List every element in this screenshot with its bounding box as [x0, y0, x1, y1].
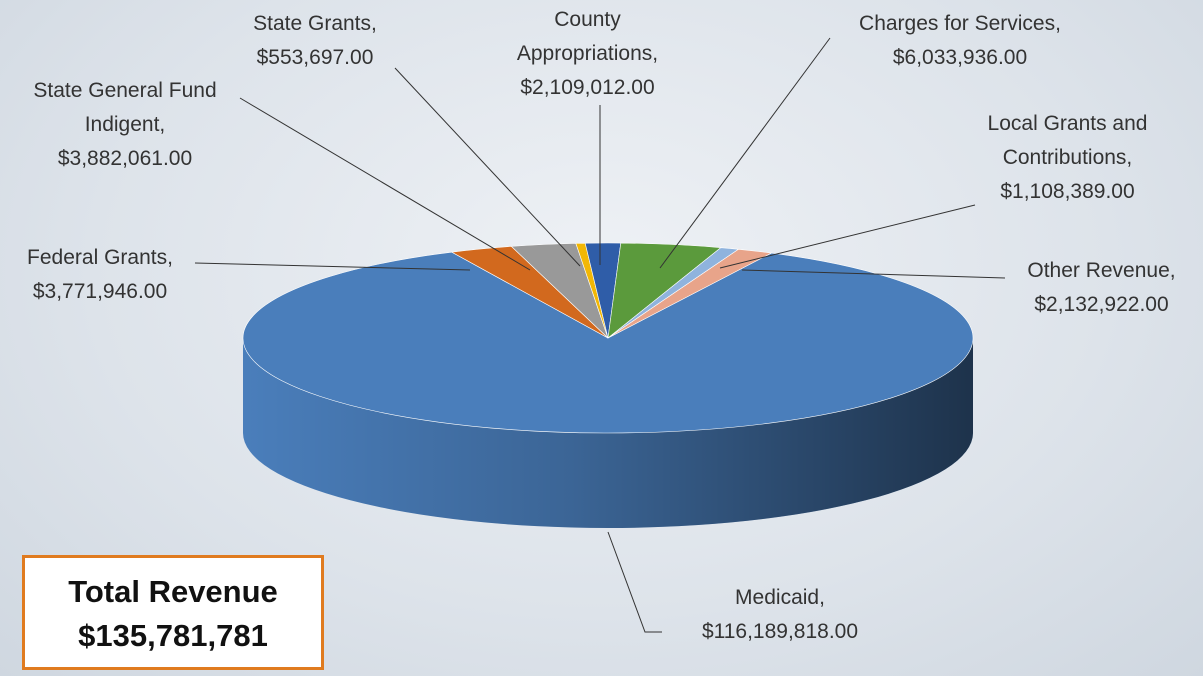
slice-name: County Appropriations,	[516, 8, 659, 65]
slice-label: State Grants, $553,697.00	[225, 7, 405, 75]
slice-value: $3,771,946.00	[32, 280, 168, 303]
slice-value: $2,132,922.00	[1034, 293, 1169, 316]
leader-line	[194, 262, 471, 271]
slice-name: Federal Grants,	[27, 246, 173, 269]
slice-label: Federal Grants, $3,771,946.00	[0, 241, 200, 309]
slice-label: Local Grants and Contributions, $1,108,38…	[955, 107, 1180, 209]
slice-label: County Appropriations, $2,109,012.00	[490, 3, 685, 105]
slice-label: State General Fund Indigent, $3,882,061.0…	[0, 74, 250, 176]
slice-name: State Grants,	[253, 12, 377, 35]
slice-value: $553,697.00	[256, 46, 374, 69]
leader-line	[239, 97, 531, 271]
leader-line	[659, 37, 831, 269]
slice-value: $2,109,012.00	[520, 76, 655, 99]
slice-name: Local Grants and Contributions,	[987, 112, 1148, 169]
slice-name: Other Revenue,	[1027, 259, 1176, 282]
slice	[242, 251, 974, 434]
slice-label: Charges for Services, $6,033,936.00	[825, 7, 1095, 75]
leader-line	[394, 67, 581, 267]
slice-value: $3,882,061.00	[57, 147, 193, 170]
total-title: Total Revenue	[68, 574, 278, 609]
slice-name: State General Fund Indigent,	[33, 79, 217, 136]
total-value: $135,781,781	[78, 618, 268, 653]
leader-line	[607, 531, 662, 633]
slice	[607, 248, 773, 339]
leader-line	[741, 269, 1006, 279]
slice-value: $6,033,936.00	[892, 46, 1028, 69]
total-box: Total Revenue $135,781,781	[22, 555, 324, 670]
slice-name: Medicaid,	[735, 586, 825, 609]
slice-label: Medicaid, $116,189,818.00	[680, 581, 880, 649]
leader-line	[719, 204, 976, 269]
slice-name: Charges for Services,	[859, 12, 1061, 35]
slice-value: $1,108,389.00	[1000, 180, 1135, 203]
slice-label: Other Revenue, $2,132,922.00	[1000, 254, 1203, 322]
slice-value: $116,189,818.00	[701, 620, 859, 643]
